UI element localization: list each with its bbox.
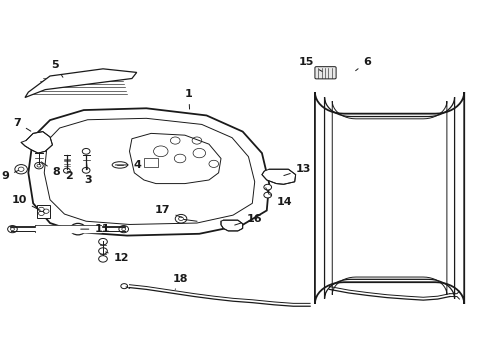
Text: 6: 6	[355, 57, 370, 71]
Circle shape	[175, 215, 186, 223]
Circle shape	[63, 168, 70, 173]
Text: 11: 11	[81, 224, 110, 234]
Circle shape	[35, 162, 43, 169]
Text: 17: 17	[155, 206, 182, 217]
Polygon shape	[262, 169, 295, 184]
FancyBboxPatch shape	[314, 67, 335, 79]
Polygon shape	[37, 205, 50, 218]
Circle shape	[15, 165, 27, 174]
Text: 1: 1	[184, 89, 192, 109]
Text: 3: 3	[84, 162, 92, 185]
Circle shape	[119, 226, 128, 233]
Circle shape	[99, 256, 107, 262]
Polygon shape	[21, 132, 52, 153]
Text: 7: 7	[13, 118, 31, 131]
Text: 16: 16	[234, 214, 262, 225]
Text: 13: 13	[283, 164, 310, 176]
Bar	[143, 158, 158, 167]
Polygon shape	[25, 69, 137, 98]
Circle shape	[99, 238, 107, 245]
Text: 15: 15	[298, 57, 322, 71]
Circle shape	[264, 192, 271, 198]
Circle shape	[99, 248, 107, 254]
Text: 14: 14	[270, 195, 291, 207]
Circle shape	[264, 184, 271, 190]
Text: 4: 4	[115, 160, 142, 170]
Circle shape	[70, 224, 85, 235]
Circle shape	[121, 284, 127, 289]
Circle shape	[8, 226, 17, 233]
Circle shape	[82, 148, 90, 154]
Text: 9: 9	[1, 170, 19, 181]
Text: 18: 18	[172, 274, 187, 289]
Text: 12: 12	[105, 252, 129, 263]
Text: 5: 5	[51, 60, 63, 77]
Text: 2: 2	[65, 162, 73, 181]
Polygon shape	[221, 220, 242, 231]
Text: 8: 8	[41, 162, 60, 177]
Text: 10: 10	[12, 195, 40, 210]
Circle shape	[82, 167, 90, 173]
Ellipse shape	[112, 162, 127, 168]
